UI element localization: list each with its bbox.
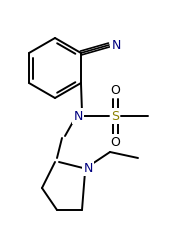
Text: O: O [110, 84, 120, 96]
Text: N: N [83, 162, 93, 174]
Text: N: N [73, 110, 83, 122]
Text: S: S [111, 110, 119, 122]
Text: O: O [110, 136, 120, 148]
Text: N: N [111, 38, 121, 52]
